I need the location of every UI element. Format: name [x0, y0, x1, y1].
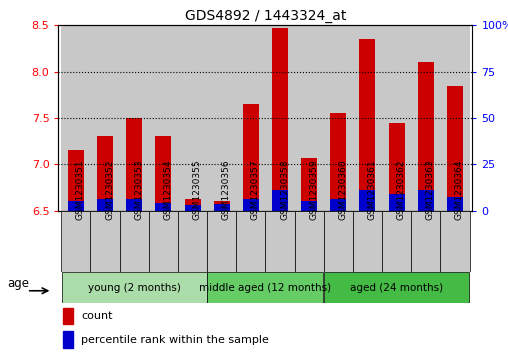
Text: young (2 months): young (2 months)	[88, 283, 181, 293]
Bar	[440, 25, 469, 211]
Bar	[214, 201, 230, 211]
Bar	[272, 28, 288, 211]
Bar	[301, 201, 317, 211]
Bar	[120, 211, 149, 272]
Bar	[360, 39, 375, 211]
Bar	[68, 150, 84, 211]
Bar	[324, 25, 353, 211]
Bar	[353, 25, 382, 211]
Bar	[207, 25, 236, 211]
Bar	[207, 272, 324, 303]
Bar	[68, 201, 84, 211]
Bar	[353, 211, 382, 272]
Bar	[411, 25, 440, 211]
Bar	[126, 118, 142, 211]
Bar	[178, 25, 207, 211]
Text: GSM1230352: GSM1230352	[105, 159, 114, 220]
Bar	[265, 211, 295, 272]
Bar	[411, 211, 440, 272]
Text: middle aged (12 months): middle aged (12 months)	[199, 283, 332, 293]
Bar	[272, 190, 288, 211]
Text: count: count	[81, 311, 113, 321]
Bar	[207, 211, 236, 272]
Bar	[295, 25, 324, 211]
Bar	[389, 123, 405, 211]
Bar	[97, 199, 113, 211]
Bar	[149, 211, 178, 272]
Bar	[62, 308, 73, 325]
Bar	[265, 25, 295, 211]
Text: GSM1230354: GSM1230354	[164, 159, 172, 220]
Bar	[440, 211, 469, 272]
Bar	[389, 194, 405, 211]
Bar	[155, 136, 171, 211]
Bar	[236, 211, 265, 272]
Bar	[61, 25, 90, 211]
Bar	[382, 25, 411, 211]
Bar	[324, 211, 353, 272]
Bar	[120, 25, 149, 211]
Bar	[243, 104, 259, 211]
Bar	[97, 136, 113, 211]
Bar	[214, 204, 230, 211]
Bar	[382, 211, 411, 272]
Bar	[418, 62, 434, 211]
Text: GSM1230364: GSM1230364	[455, 159, 464, 220]
Bar	[184, 199, 201, 211]
Bar	[360, 190, 375, 211]
Bar	[295, 211, 324, 272]
Bar	[61, 211, 90, 272]
Bar	[447, 86, 463, 211]
Bar	[330, 199, 346, 211]
Text: GSM1230351: GSM1230351	[76, 159, 85, 220]
Bar	[62, 331, 73, 348]
Text: GSM1230353: GSM1230353	[134, 159, 143, 220]
Text: GSM1230355: GSM1230355	[193, 159, 202, 220]
Text: aged (24 months): aged (24 months)	[350, 283, 443, 293]
Bar	[126, 199, 142, 211]
Text: GSM1230359: GSM1230359	[309, 159, 318, 220]
Bar	[330, 113, 346, 211]
Bar	[447, 197, 463, 211]
Bar	[155, 203, 171, 211]
Text: GSM1230362: GSM1230362	[397, 159, 405, 220]
Bar	[236, 25, 265, 211]
Bar	[243, 199, 259, 211]
Text: GSM1230363: GSM1230363	[426, 159, 435, 220]
Bar	[90, 211, 120, 272]
Bar	[418, 190, 434, 211]
Bar	[184, 205, 201, 211]
Bar	[61, 272, 207, 303]
Text: GSM1230361: GSM1230361	[367, 159, 376, 220]
Bar	[178, 211, 207, 272]
Text: GSM1230357: GSM1230357	[251, 159, 260, 220]
Text: GSM1230358: GSM1230358	[280, 159, 289, 220]
Text: GSM1230356: GSM1230356	[221, 159, 231, 220]
Text: GSM1230360: GSM1230360	[338, 159, 347, 220]
Text: age: age	[8, 277, 29, 290]
Bar	[324, 272, 469, 303]
Bar	[90, 25, 120, 211]
Text: percentile rank within the sample: percentile rank within the sample	[81, 335, 269, 345]
Title: GDS4892 / 1443324_at: GDS4892 / 1443324_at	[185, 9, 346, 23]
Bar	[149, 25, 178, 211]
Bar	[301, 158, 317, 211]
